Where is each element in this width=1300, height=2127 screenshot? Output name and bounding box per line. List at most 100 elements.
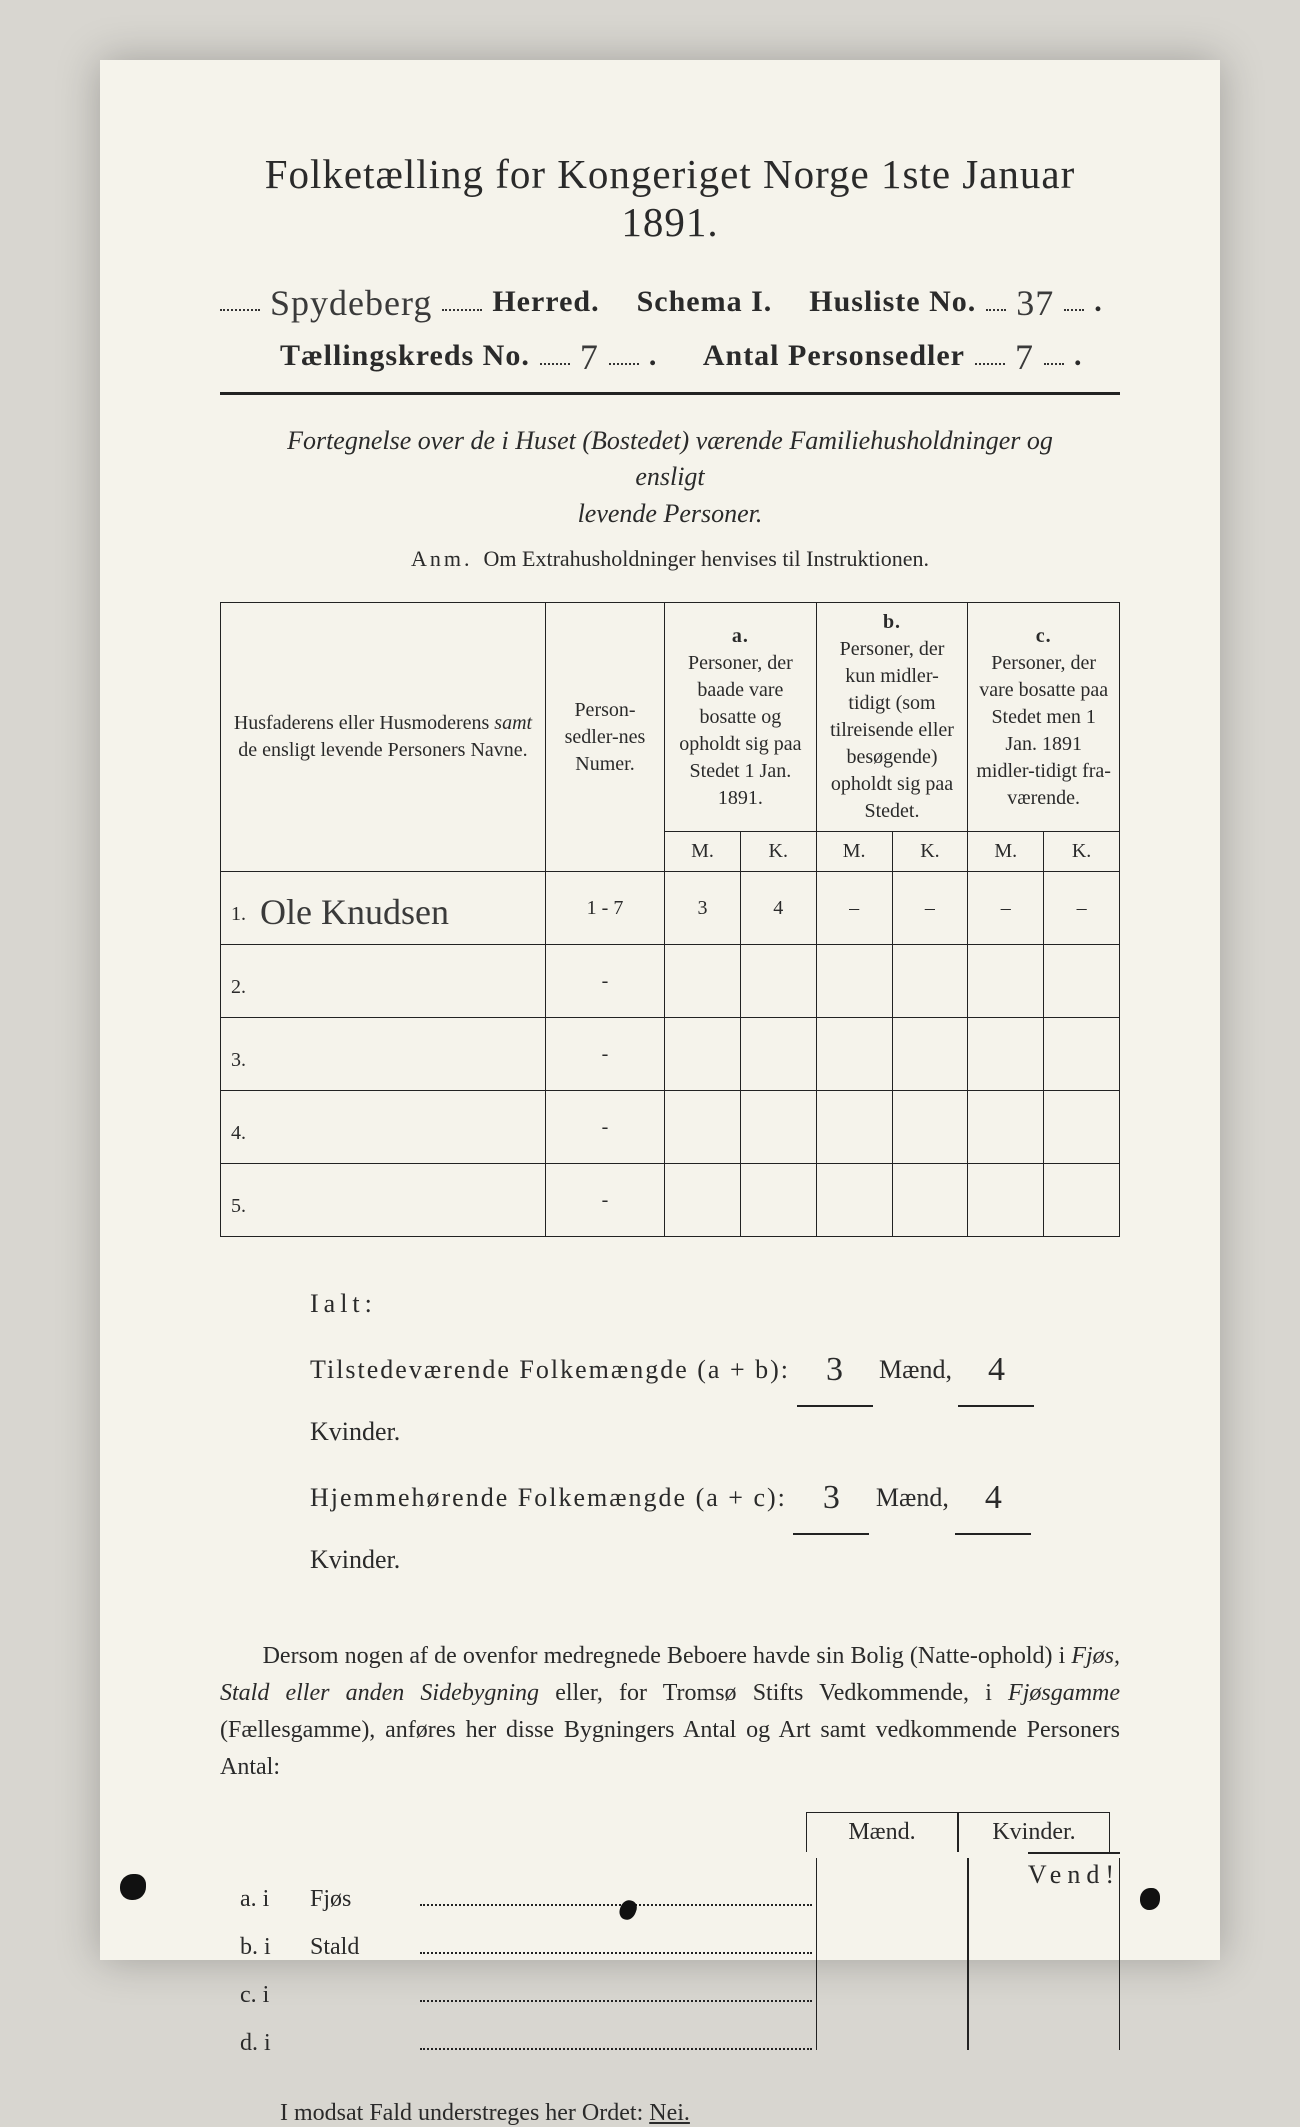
ialt-ac-maend: 3 — [793, 1462, 869, 1535]
th-numer: Person-sedler-nes Numer. — [545, 603, 664, 872]
th-names: Husfaderens eller Husmoderens samt de en… — [221, 603, 546, 872]
ialt-line-ab: Tilstedeværende Folkemængde (a + b): 3 M… — [310, 1332, 1120, 1460]
row-number: 4. — [231, 1122, 255, 1145]
ialt-kvinder-label: Kvinder. — [310, 1545, 400, 1574]
side-label: a. i — [220, 1886, 310, 1913]
col-b-label: b. — [825, 609, 960, 636]
th-col-b: b. Personer, der kun midler-tidigt (som … — [816, 603, 968, 832]
table-row: 4. - — [221, 1091, 1120, 1164]
side-kvinder-box — [968, 2002, 1120, 2050]
ialt-kvinder-label: Kvinder. — [310, 1417, 400, 1446]
anm-lead: Anm. — [411, 546, 473, 571]
th-b-m: M. — [816, 832, 892, 872]
anm-text: Om Extrahusholdninger henvises til Instr… — [484, 546, 929, 571]
ialt-line-ac: Hjemmehørende Folkemængde (a + c): 3 Mæn… — [310, 1460, 1120, 1588]
cell-name: 1. Ole Knudsen — [221, 872, 546, 945]
vend-label: Vend! — [1028, 1852, 1120, 1890]
nei-line: I modsat Fald understreges her Ordet: Ne… — [280, 2100, 1120, 2127]
cell-b-m: – — [816, 872, 892, 945]
row-number: 1. — [231, 903, 255, 926]
cell-a-m — [665, 945, 741, 1018]
row-number: 5. — [231, 1195, 255, 1218]
ialt-ac-kvinder: 4 — [955, 1462, 1031, 1535]
ialt-ab-label: Tilstedeværende Folkemængde (a + b): — [310, 1355, 790, 1384]
cell-b-k — [892, 1018, 968, 1091]
header-line-tkreds: Tællingskreds No. 7 . Antal Personsedler… — [220, 330, 1120, 374]
cell-c-m — [968, 1018, 1044, 1091]
ialt-block: Ialt: Tilstedeværende Folkemængde (a + b… — [310, 1277, 1120, 1588]
cell-b-m — [816, 945, 892, 1018]
ialt-ab-maend: 3 — [797, 1334, 873, 1407]
herred-name-handwritten: Spydeberg — [270, 282, 432, 324]
cell-a-m — [665, 1018, 741, 1091]
cell-b-m — [816, 1164, 892, 1237]
dots-leader — [420, 1976, 812, 2002]
side-location: Stald — [310, 1934, 420, 1961]
cell-c-k — [1044, 1091, 1120, 1164]
anm-note: Anm. Om Extrahusholdninger henvises til … — [220, 546, 1120, 572]
tkreds-no-handwritten: 7 — [580, 336, 599, 378]
divider — [220, 392, 1120, 395]
para-i2: Fjøsgamme — [1008, 1680, 1120, 1706]
dots-leader — [220, 276, 260, 311]
side-location: Fjøs — [310, 1886, 420, 1913]
mk-kvinder: Kvinder. — [958, 1812, 1110, 1852]
household-table: Husfaderens eller Husmoderens samt de en… — [220, 602, 1120, 1237]
side-label: c. i — [220, 1982, 310, 2009]
period: . — [1094, 285, 1103, 319]
col-a-text: Personer, der baade vare bosatte og opho… — [673, 650, 808, 812]
dots-leader — [442, 276, 482, 311]
cell-c-k — [1044, 945, 1120, 1018]
th-c-m: M. — [968, 832, 1044, 872]
table-row: 2. - — [221, 945, 1120, 1018]
para-t1: Dersom nogen af de ovenfor medregnede Be… — [263, 1643, 1072, 1669]
side-maend-box — [816, 1858, 968, 1906]
antal-label: Antal Personsedler — [703, 339, 965, 373]
ialt-heading: Ialt: — [310, 1277, 1120, 1332]
mk-header: Mænd. Kvinder. — [220, 1812, 1110, 1852]
cell-b-k — [892, 1091, 968, 1164]
subtitle-line1: Fortegnelse over de i Huset (Bostedet) v… — [287, 426, 1053, 491]
side-kvinder-box — [968, 1954, 1120, 2002]
name-handwritten: Ole Knudsen — [260, 892, 449, 932]
cell-b-k — [892, 945, 968, 1018]
table-row: 1. Ole Knudsen1 - 734–––– — [221, 872, 1120, 945]
cell-name: 4. — [221, 1091, 546, 1164]
side-maend-box — [816, 2002, 968, 2050]
cell-c-k: – — [1044, 872, 1120, 945]
ialt-ab-kvinder: 4 — [958, 1334, 1034, 1407]
sidebuilding-row: a. iFjøs — [220, 1858, 1120, 1906]
tkreds-label: Tællingskreds No. — [280, 339, 530, 373]
cell-c-k — [1044, 1018, 1120, 1091]
subtitle-line2: levende Personer. — [578, 499, 763, 528]
cell-name: 3. — [221, 1018, 546, 1091]
th-a-k: K. — [740, 832, 816, 872]
cell-a-k — [740, 1091, 816, 1164]
ialt-maend-label: Mænd, — [879, 1355, 952, 1384]
para-t3: (Fællesgamme), anføres her disse Bygning… — [220, 1717, 1120, 1780]
cell-numer: - — [545, 1018, 664, 1091]
cell-c-m — [968, 1091, 1044, 1164]
header-line-herred: Spydeberg Herred. Schema I. Husliste No.… — [220, 276, 1120, 320]
subtitle: Fortegnelse over de i Huset (Bostedet) v… — [260, 423, 1080, 532]
dots-leader — [975, 330, 1005, 365]
th-col-c: c. Personer, der vare bosatte paa Stedet… — [968, 603, 1120, 832]
side-label: b. i — [220, 1934, 310, 1961]
cell-numer: - — [545, 945, 664, 1018]
th-names-em: samt — [494, 712, 532, 734]
ialt-ac-label: Hjemmehørende Folkemængde (a + c): — [310, 1483, 787, 1512]
period: . — [1074, 339, 1083, 373]
sidebuilding-rows: a. iFjøsb. iStaldc. id. i — [220, 1858, 1120, 2050]
table-row: 5. - — [221, 1164, 1120, 1237]
dots-leader — [609, 330, 639, 365]
side-maend-box — [816, 1954, 968, 2002]
schema-label: Schema I. — [637, 285, 773, 319]
col-c-text: Personer, der vare bosatte paa Stedet me… — [976, 650, 1111, 812]
col-b-text: Personer, der kun midler-tidigt (som til… — [825, 636, 960, 825]
cell-numer: - — [545, 1091, 664, 1164]
dots-leader — [540, 330, 570, 365]
th-b-k: K. — [892, 832, 968, 872]
dots-leader — [986, 276, 1006, 311]
nei-word: Nei. — [649, 2100, 690, 2126]
th-col-a: a. Personer, der baade vare bosatte og o… — [665, 603, 817, 832]
